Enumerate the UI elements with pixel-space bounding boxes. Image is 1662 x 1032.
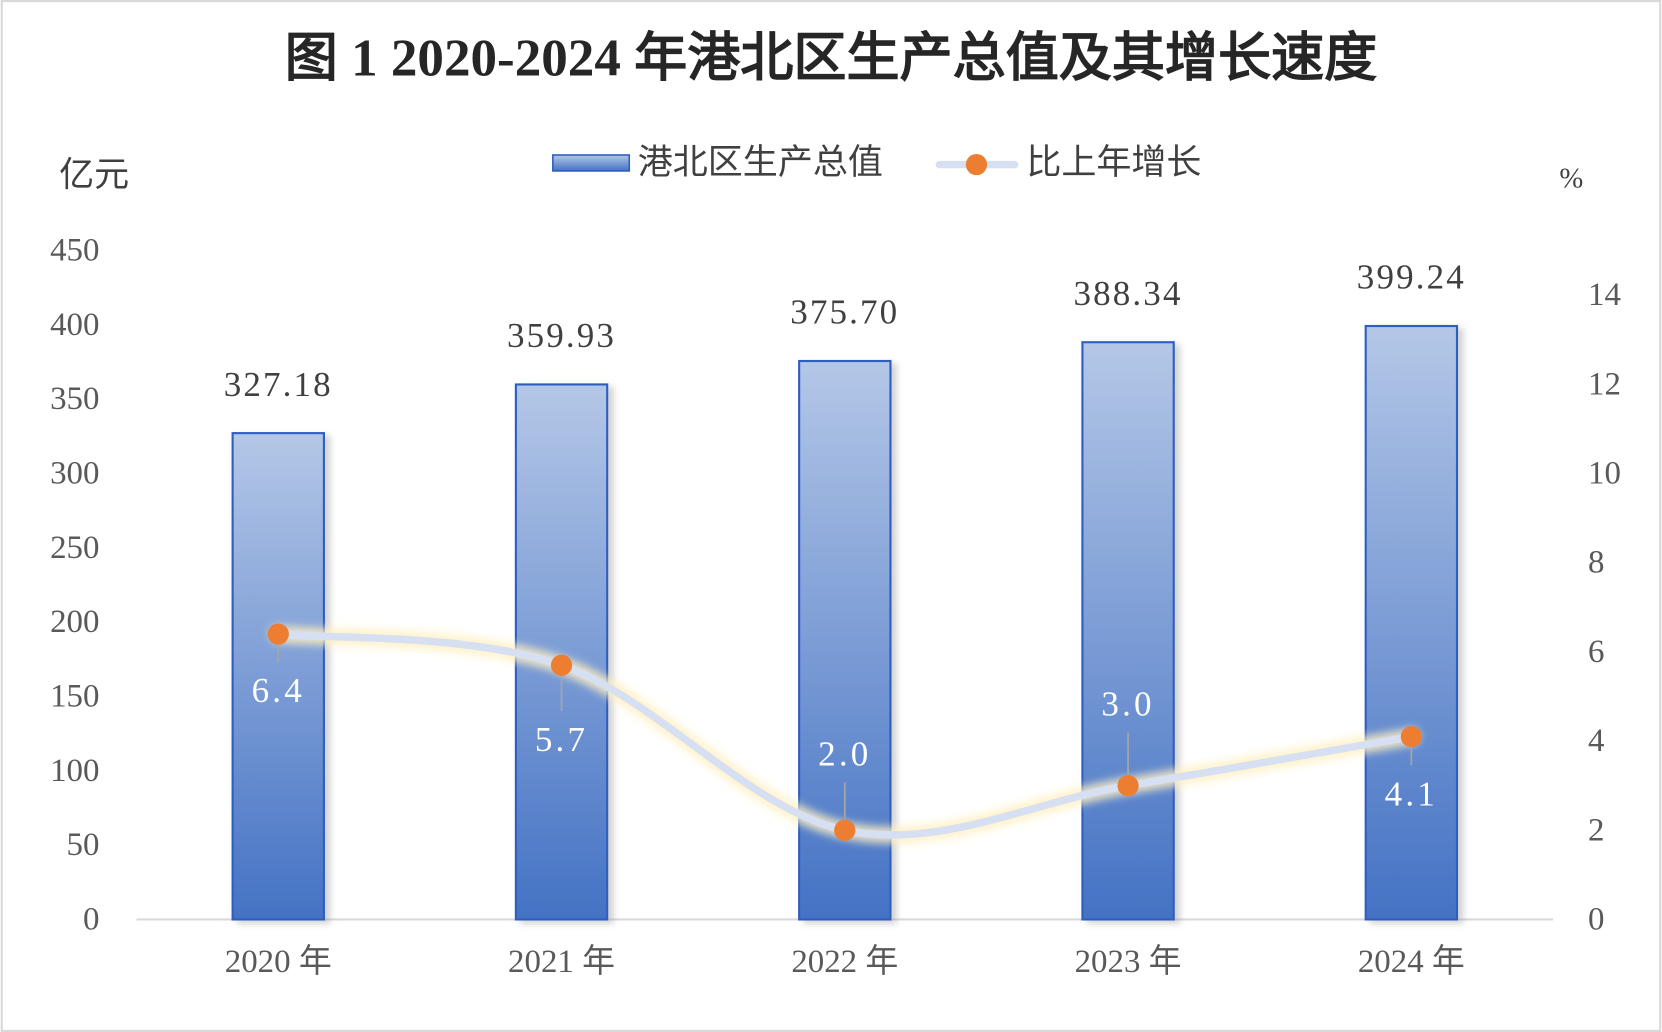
y-left-axis-label: 亿元 — [59, 156, 129, 195]
growth-point-2 — [550, 654, 573, 676]
gdp-value-label-5: 399.24 — [1357, 258, 1466, 297]
growth-value-label-2: 5.7 — [535, 720, 588, 759]
legend: 港北区生产总值 比上年增长 — [552, 143, 1201, 182]
y-right-tick-labels: 0 2 4 6 8 10 12 14 — [1588, 277, 1621, 937]
y-left-tick-labels: 0 50 100 150 200 250 300 350 400 450 — [50, 233, 99, 938]
chart-title: 图 1 2020-2024 年港北区生产总值及其增长速度 — [285, 28, 1378, 87]
y-right-tick-label-1: 0 — [1588, 901, 1604, 937]
x-tick-label-1: 2020 年 — [225, 943, 332, 980]
growth-value-label-3: 2.0 — [818, 734, 871, 773]
gdp-bar-4 — [1081, 341, 1175, 921]
legend-label-gdp: 港北区生产总值 — [638, 143, 883, 182]
y-right-tick-label-4: 6 — [1588, 634, 1604, 670]
growth-point-3 — [834, 819, 856, 841]
growth-value-label-5: 4.1 — [1385, 774, 1438, 813]
y-right-tick-label-3: 4 — [1588, 723, 1604, 759]
y-right-tick-label-7: 12 — [1588, 366, 1621, 402]
legend-label-growth: 比上年增长 — [1026, 143, 1201, 182]
y-left-tick-label-5: 200 — [50, 604, 99, 640]
y-right-axis-label: % — [1559, 162, 1583, 194]
growth-value-label-1: 6.4 — [252, 671, 305, 710]
y-left-tick-label-2: 50 — [67, 827, 100, 863]
y-left-tick-label-3: 100 — [50, 753, 99, 789]
y-left-tick-label-6: 250 — [50, 530, 99, 566]
x-tick-label-4: 2023 年 — [1075, 943, 1182, 980]
y-left-tick-label-9: 400 — [50, 307, 99, 343]
y-right-tick-label-8: 14 — [1588, 277, 1621, 313]
x-tick-label-5: 2024 年 — [1358, 943, 1465, 980]
y-right-tick-label-6: 10 — [1588, 456, 1621, 492]
gdp-value-label-2: 359.93 — [507, 316, 616, 355]
x-tick-labels: 2020 年 2021 年 2022 年 2023 年 2024 年 — [225, 943, 1465, 980]
legend-marker-swatch — [965, 153, 988, 176]
gdp-bar-5 — [1364, 324, 1459, 921]
growth-leader-lines — [277, 644, 1413, 820]
gdp-value-labels: 327.18 359.93 375.70 388.34 399.24 — [224, 258, 1466, 404]
growth-value-label-4: 3.0 — [1101, 684, 1154, 723]
y-right-tick-label-5: 8 — [1588, 545, 1604, 581]
y-left-tick-label-7: 300 — [50, 456, 99, 492]
x-tick-label-2: 2021 年 — [508, 943, 615, 980]
gdp-value-label-4: 388.34 — [1074, 274, 1183, 313]
growth-points — [267, 623, 1422, 841]
y-left-tick-label-8: 350 — [50, 381, 99, 417]
legend-bar-swatch — [552, 154, 631, 172]
gdp-bar-1 — [231, 432, 325, 921]
y-left-tick-label-10: 450 — [50, 233, 99, 269]
growth-value-labels: 6.4 5.7 2.0 3.0 4.1 — [252, 671, 1438, 814]
y-left-tick-label-4: 150 — [50, 678, 99, 714]
gdp-value-label-3: 375.70 — [790, 293, 899, 332]
y-left-tick-label-1: 0 — [83, 901, 99, 937]
x-tick-label-3: 2022 年 — [791, 943, 898, 980]
gdp-value-label-1: 327.18 — [224, 365, 333, 404]
y-right-tick-label-2: 2 — [1588, 812, 1604, 848]
growth-point-1 — [267, 623, 289, 645]
growth-point-4 — [1117, 775, 1139, 797]
growth-point-5 — [1400, 726, 1422, 748]
